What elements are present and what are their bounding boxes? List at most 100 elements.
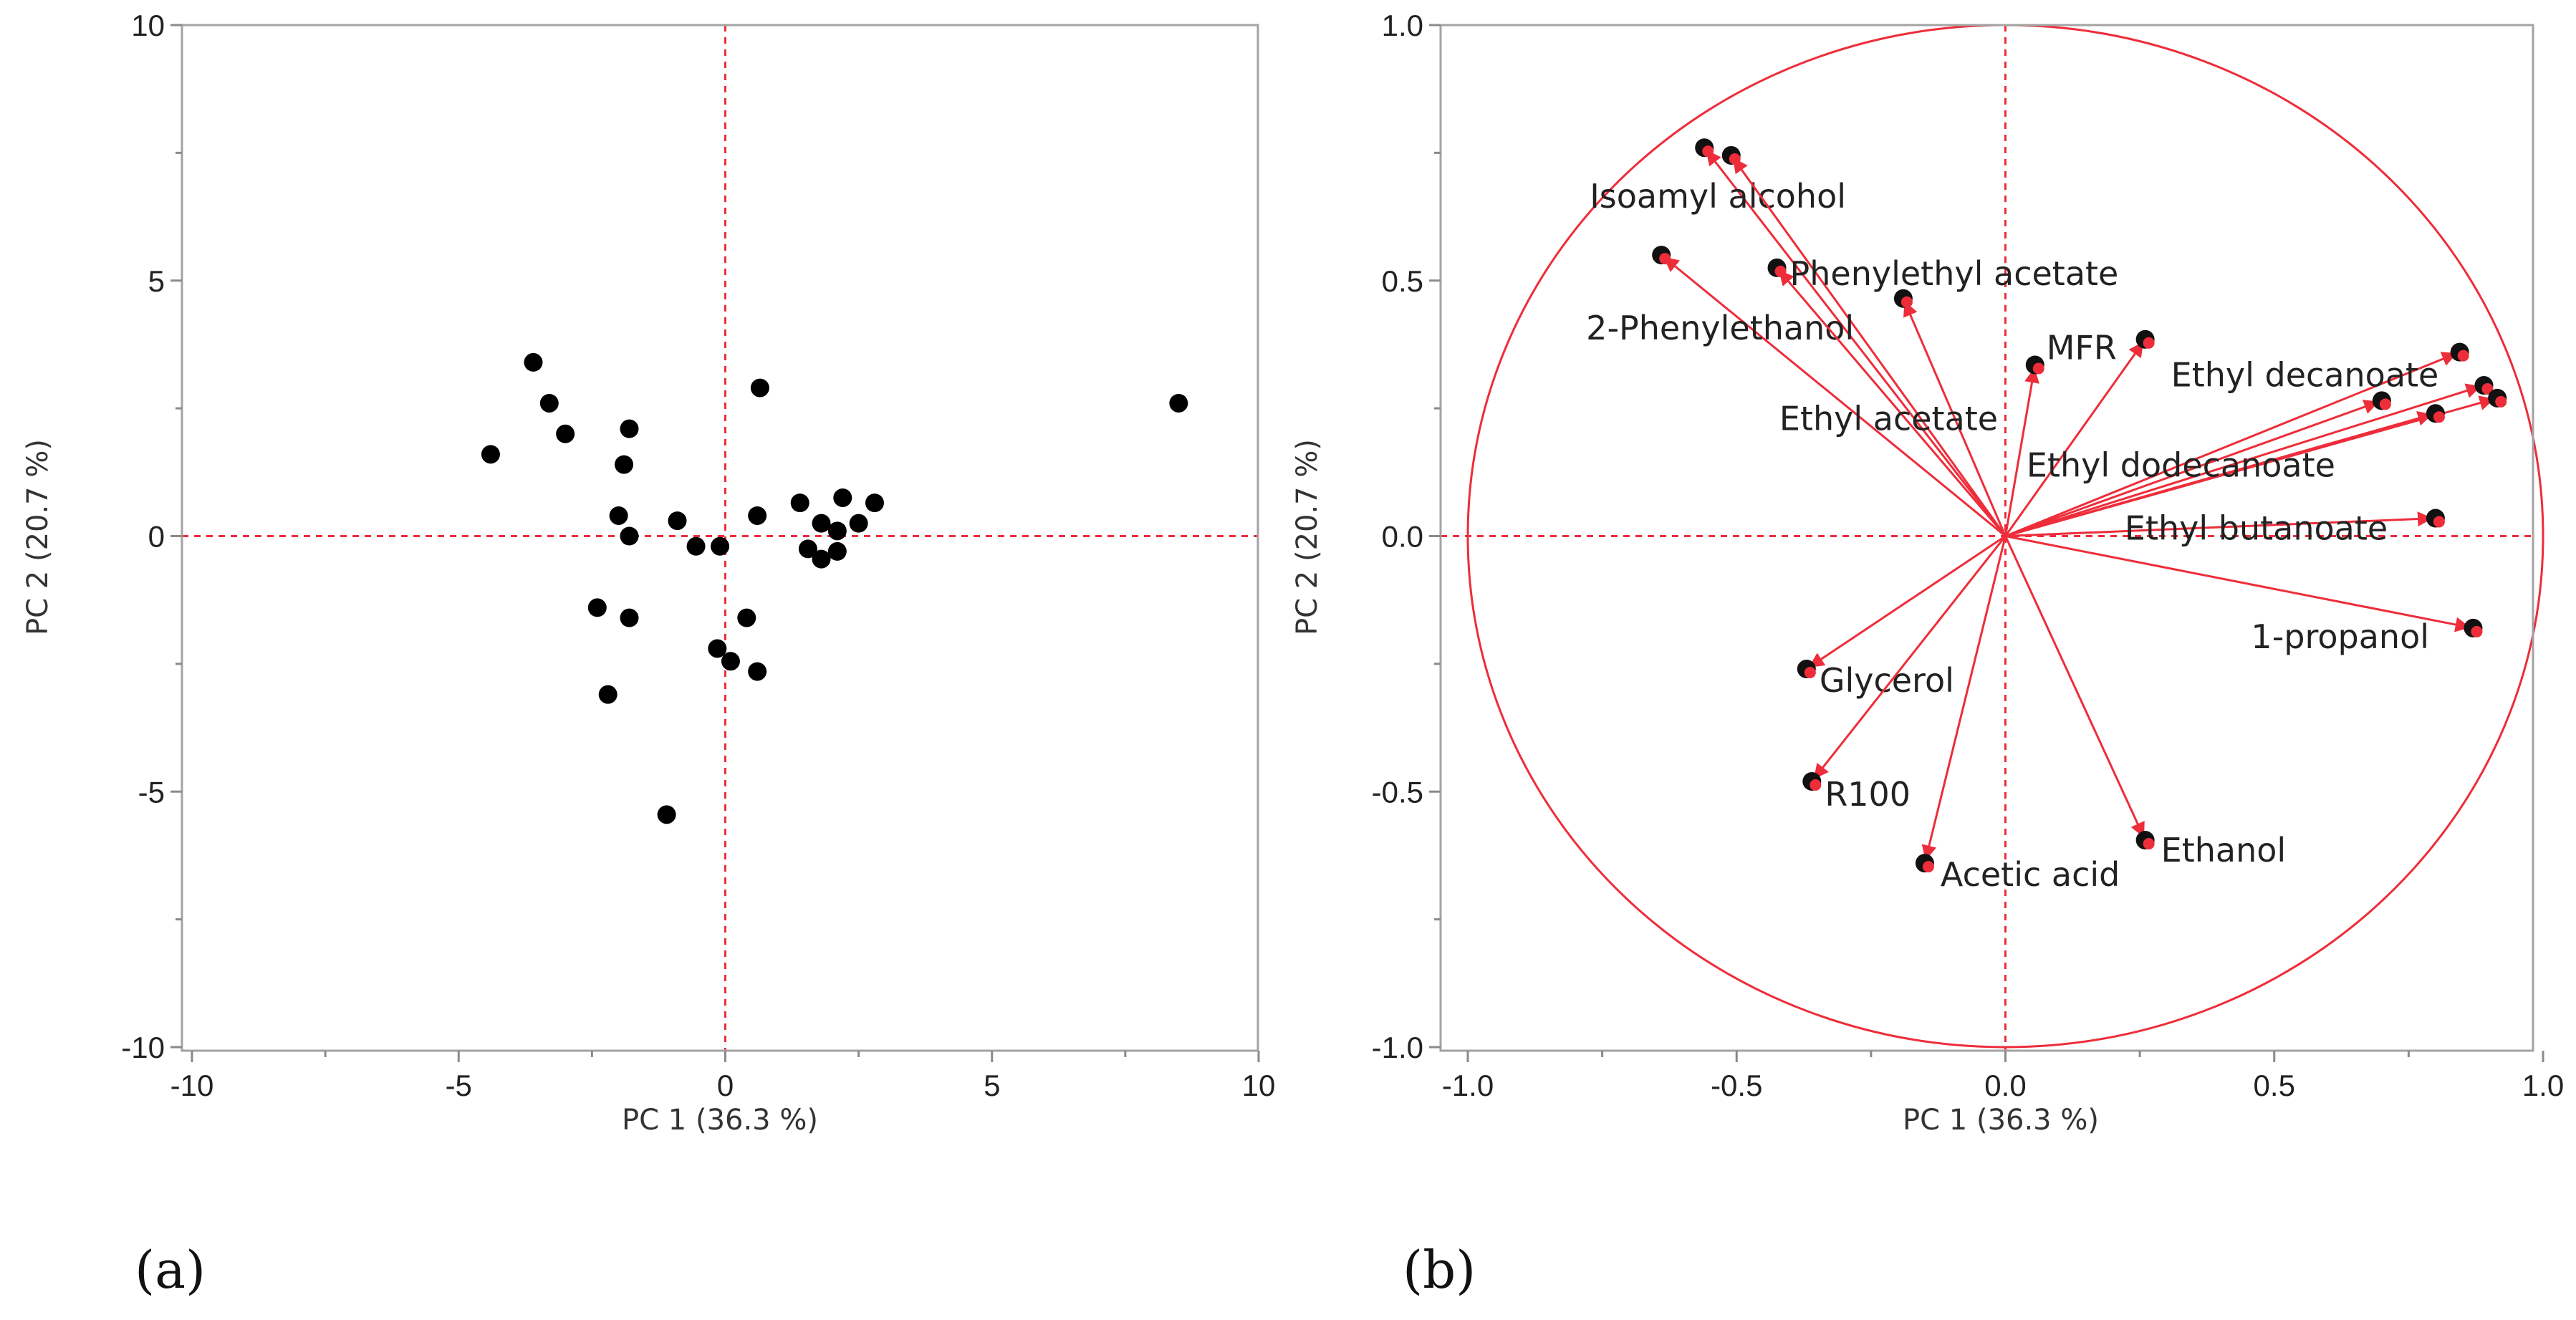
scores-plot-y-axis: -10 -5 0 5 10 [121,9,182,1064]
score-point [620,419,639,438]
loading-label: R100 [1825,775,1911,814]
loading-vector [2004,352,2458,537]
score-point [827,541,847,561]
scores-plot-content [182,25,1258,1051]
score-point [812,514,831,533]
loading-vector [2004,341,2144,537]
loading-label: Phenylethyl acetate [1790,254,2119,293]
loading-label: Ethyl decanoate [2171,356,2439,395]
score-point [748,506,767,525]
scores-plot-x-tick-label: -5 [446,1069,472,1102]
scores-plot-x-tick-label: -10 [170,1069,214,1102]
loading-point-marker [1810,779,1822,791]
loading-vector [1903,301,2007,537]
loadings-plot-x-tick-label: 1.0 [2522,1069,2564,1102]
scores-plot-y-tick-label: -10 [121,1031,165,1064]
score-point [849,514,868,533]
loading-point-marker [2143,838,2155,850]
score-point [668,511,687,531]
loading-label: Ethyl acetate [1779,400,1998,438]
scores-plot-x-tick-label: 5 [984,1069,1000,1102]
score-point [827,521,847,541]
scores-plot-x-tick-label: 0 [717,1069,734,1102]
loading-label: MFR [2047,328,2117,367]
score-point [615,455,634,474]
loadings-plot-x-tick-label: 0.0 [1984,1069,2026,1102]
loadings-plot-y-tick-label: 0.5 [1382,264,1423,298]
score-point [1169,393,1188,413]
loadings-plot-x-tick-label: 0.5 [2254,1069,2295,1102]
score-point [598,685,617,704]
loading-label: Acetic acid [1941,855,2120,894]
score-point [790,493,809,513]
loading-point-marker [2457,350,2469,362]
scores-plot-y-tick-label: -5 [138,775,165,809]
panel-label-b: (b) [1403,1240,1476,1300]
score-point [737,608,756,627]
loading-point-marker [2032,362,2044,375]
scores-plot-y-tick-label: 5 [148,264,165,298]
score-point [620,608,639,627]
loading-point-marker [2433,411,2445,423]
loadings-plot-content: Isoamyl alcohol 2-Phenylethanol Phenylethy… [1441,24,2544,1051]
loading-label: Ethyl butanoate [2125,509,2388,548]
loadings-plot: Isoamyl alcohol 2-Phenylethanol Phenylethy… [1291,9,2564,1300]
loading-vector [1809,535,2007,668]
panel-label-a: (a) [135,1240,206,1300]
score-point [620,526,639,546]
scores-plot-frame [181,24,1259,1052]
loading-vector [1706,150,2007,537]
scores-plot: -10 -5 0 5 10 -10 -5 0 5 10 PC 1 (36.3 %) PC 2 (… [21,9,1275,1300]
score-point [750,378,769,398]
loading-point-marker [1659,253,1671,265]
score-point [711,536,730,556]
loading-point-marker [2495,395,2507,408]
loading-point-marker [2143,337,2155,349]
score-point [524,352,543,372]
score-point [587,598,607,617]
loading-point-marker [1922,861,1934,873]
score-point [539,393,559,413]
loadings-plot-y-tick-label: -0.5 [1372,775,1423,809]
loading-vector [2005,535,2471,632]
loading-label: Isoamyl alcohol [1590,177,1846,216]
score-point [686,536,706,556]
loading-point-marker [2471,625,2483,637]
score-point [721,652,740,671]
loading-vector [1733,158,2007,537]
score-point [798,539,817,559]
loading-vector [1921,536,2007,861]
scores-plot-y-tick-label: 10 [131,9,165,42]
loading-point-marker [1900,296,1913,308]
loadings-plot-x-tick-label: -1.0 [1442,1069,1494,1102]
score-point [556,424,575,443]
score-point [865,493,884,513]
loading-vector [2005,511,2433,537]
loading-vector [1779,269,2007,537]
loading-vector [2005,410,2433,537]
loadings-plot-y-tick-label: 0.0 [1382,520,1423,554]
score-point [481,445,500,464]
loadings-plot-y-axis: -1.0 -0.5 0.0 0.5 1.0 [1372,9,1441,1064]
loadings-plot-x-axis-label: PC 1 (36.3 %) [1903,1104,2099,1137]
loading-label: Ethanol [2161,831,2287,869]
score-point [609,506,628,525]
loadings-plot-x-tick-label: -0.5 [1711,1069,1762,1102]
scores-plot-x-axis: -10 -5 0 5 10 [170,1051,1276,1102]
score-point [657,805,676,824]
loading-label: Ethyl dodecanoate [2027,445,2335,484]
loading-vector [2004,399,2380,537]
loading-vector [2005,383,2481,537]
score-point [708,639,727,658]
loading-point-marker [1729,153,1741,165]
loading-point-marker [1702,145,1714,158]
loading-point-marker [2481,383,2494,395]
loading-point-marker [1804,667,1816,679]
scores-plot-y-axis-label: PC 2 (20.7 %) [21,439,54,635]
scores-plot-x-tick-label: 10 [1242,1069,1276,1102]
scores-plot-y-tick-label: 0 [148,520,165,554]
score-point [812,549,831,569]
loading-vector [2004,367,2039,536]
score-point [833,488,852,507]
